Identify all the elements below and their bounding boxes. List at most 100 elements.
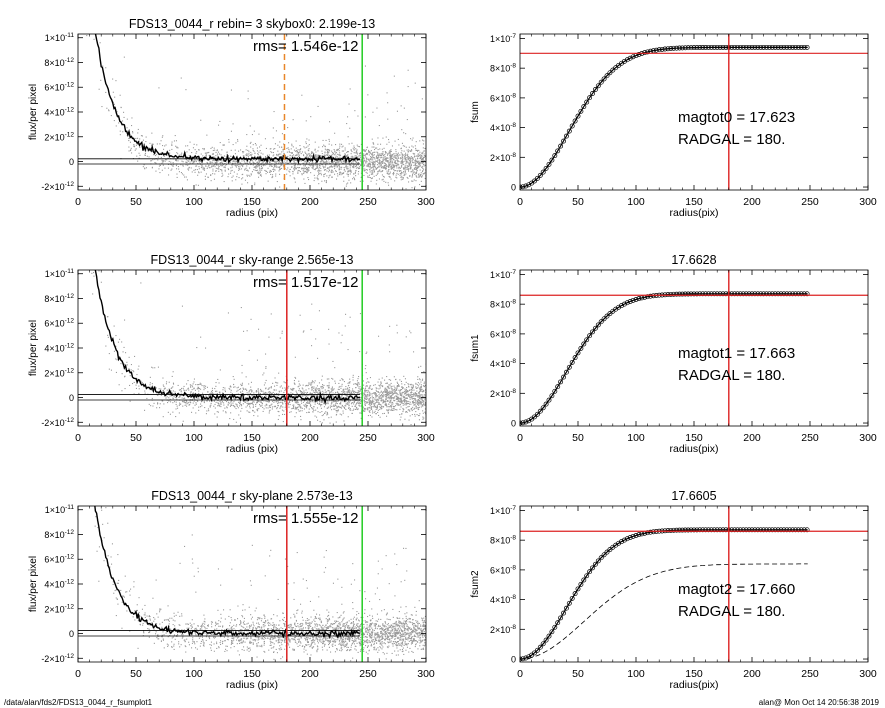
scatter-point	[410, 408, 412, 410]
scatter-point	[255, 157, 257, 159]
scatter-point	[242, 400, 244, 402]
scatter-point	[243, 161, 245, 163]
scatter-point	[356, 144, 358, 146]
scatter-point	[242, 173, 244, 175]
scatter-point	[356, 161, 358, 163]
scatter-point	[272, 168, 274, 170]
scatter-point	[382, 395, 384, 397]
scatter-point	[108, 368, 110, 370]
scatter-point	[363, 407, 365, 409]
scatter-point	[250, 174, 252, 176]
scatter-point	[296, 155, 298, 157]
scatter-point	[214, 160, 216, 162]
scatter-point	[349, 392, 351, 394]
scatter-point	[379, 159, 381, 161]
scatter-point	[306, 156, 308, 158]
scatter-point	[172, 411, 174, 413]
scatter-point	[377, 157, 379, 159]
scatter-point	[325, 161, 327, 163]
curve-marker	[601, 76, 607, 82]
scatter-point	[197, 395, 199, 397]
curve-marker	[772, 44, 778, 50]
scatter-point	[326, 162, 328, 164]
scatter-point	[321, 159, 323, 161]
scatter-point	[288, 150, 290, 152]
curve-marker	[717, 44, 723, 50]
scatter-point	[389, 325, 391, 327]
scatter-point	[268, 157, 270, 159]
scatter-point	[295, 147, 297, 149]
scatter-point	[149, 142, 151, 144]
scatter-point	[320, 155, 322, 157]
scatter-point	[348, 170, 350, 172]
scatter-point	[320, 170, 322, 172]
scatter-point	[364, 169, 366, 171]
scatter-point	[321, 422, 323, 424]
scatter-point	[303, 404, 305, 406]
scatter-point	[419, 383, 421, 385]
scatter-point	[327, 401, 329, 403]
scatter-point	[405, 407, 407, 409]
scatter-point	[396, 177, 398, 179]
scatter-point	[256, 165, 258, 167]
scatter-point	[342, 391, 344, 393]
scatter-point	[402, 388, 404, 390]
scatter-point	[180, 153, 182, 155]
scatter-point	[278, 402, 280, 404]
scatter-point	[381, 170, 383, 172]
scatter-point	[417, 378, 419, 380]
scatter-point	[390, 168, 392, 170]
scatter-point	[193, 400, 195, 402]
scatter-point	[267, 388, 269, 390]
scatter-point	[399, 390, 401, 392]
scatter-point	[254, 411, 256, 413]
scatter-point	[366, 157, 368, 159]
scatter-point	[386, 376, 388, 378]
scatter-point	[215, 382, 217, 384]
curve-marker	[537, 172, 543, 178]
scatter-point	[128, 140, 130, 142]
scatter-point	[357, 392, 359, 394]
scatter-point	[268, 401, 270, 403]
scatter-point	[335, 391, 337, 393]
scatter-point	[298, 167, 300, 169]
scatter-point	[391, 388, 393, 390]
scatter-point	[378, 178, 380, 180]
scatter-point	[325, 180, 327, 182]
scatter-point	[227, 168, 229, 170]
scatter-point	[186, 179, 188, 181]
scatter-point	[376, 147, 378, 149]
scatter-point	[309, 402, 311, 404]
scatter-point	[402, 391, 404, 393]
scatter-point	[387, 102, 389, 104]
scatter-point	[422, 171, 424, 173]
scatter-point	[315, 151, 317, 153]
scatter-point	[393, 167, 395, 169]
scatter-point	[306, 154, 308, 156]
scatter-point	[350, 391, 352, 393]
scatter-point	[385, 160, 387, 162]
scatter-point	[349, 378, 351, 380]
scatter-point	[401, 164, 403, 166]
scatter-point	[199, 382, 201, 384]
scatter-point	[295, 412, 297, 414]
scatter-point	[416, 169, 418, 171]
scatter-point	[377, 172, 379, 174]
scatter-point	[387, 392, 389, 394]
scatter-point	[204, 152, 206, 154]
scatter-point	[130, 364, 132, 366]
scatter-point	[287, 387, 289, 389]
scatter-point	[224, 167, 226, 169]
scatter-point	[257, 415, 259, 417]
scatter-point	[214, 149, 216, 151]
scatter-point	[308, 411, 310, 413]
scatter-point	[396, 157, 398, 159]
scatter-point	[377, 381, 379, 383]
scatter-point	[230, 149, 232, 151]
scatter-point	[247, 156, 249, 158]
scatter-point	[327, 148, 329, 150]
scatter-point	[372, 172, 374, 174]
scatter-point	[211, 146, 213, 148]
scatter-point	[251, 391, 253, 393]
scatter-point	[379, 153, 381, 155]
